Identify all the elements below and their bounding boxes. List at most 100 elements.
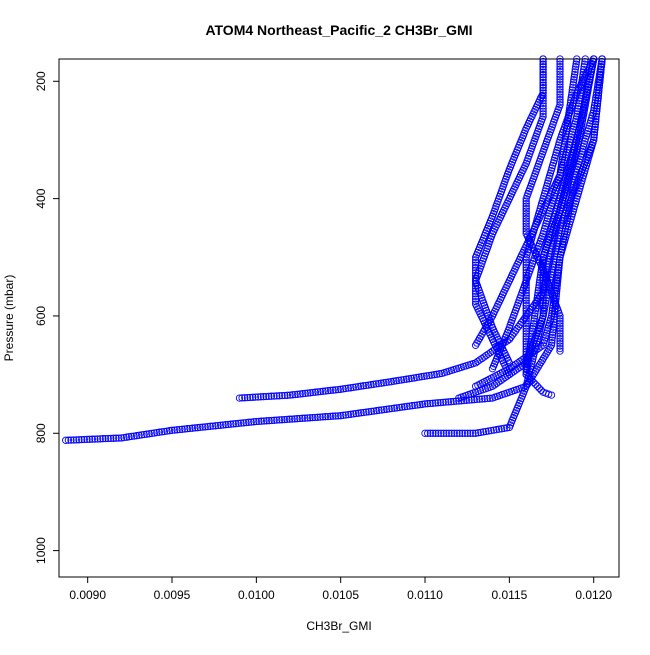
data-point bbox=[64, 436, 73, 444]
data-point bbox=[352, 409, 360, 418]
data-point bbox=[457, 397, 466, 405]
data-point bbox=[539, 76, 547, 84]
data-point bbox=[436, 398, 445, 407]
data-point bbox=[522, 205, 530, 213]
data-point bbox=[349, 410, 358, 418]
data-point bbox=[553, 271, 562, 279]
data-point bbox=[372, 407, 381, 415]
data-point bbox=[581, 57, 589, 66]
data-point bbox=[365, 408, 373, 416]
data-point bbox=[245, 418, 253, 426]
data-point bbox=[539, 105, 547, 113]
data-point bbox=[597, 63, 605, 71]
data-point bbox=[429, 399, 437, 407]
data-point bbox=[477, 428, 485, 437]
data-point bbox=[529, 319, 538, 328]
data-point bbox=[490, 426, 498, 434]
data-point bbox=[556, 332, 564, 340]
data-point bbox=[556, 339, 564, 348]
data-point bbox=[574, 142, 582, 151]
data-point bbox=[112, 434, 120, 442]
data-point bbox=[586, 73, 595, 81]
data-point bbox=[251, 393, 260, 401]
data-point bbox=[249, 393, 257, 401]
data-point bbox=[181, 425, 189, 433]
data-point bbox=[455, 397, 463, 405]
data-point bbox=[534, 289, 542, 297]
data-point bbox=[531, 380, 540, 389]
data-point bbox=[522, 322, 530, 330]
data-point bbox=[556, 73, 564, 81]
data-point bbox=[563, 119, 572, 128]
data-point bbox=[444, 398, 453, 406]
data-point bbox=[342, 411, 350, 419]
data-point bbox=[283, 391, 292, 399]
data-point bbox=[101, 434, 110, 443]
data-point bbox=[522, 312, 530, 320]
data-point bbox=[439, 398, 447, 407]
data-point bbox=[556, 60, 564, 68]
data-point bbox=[326, 386, 335, 395]
data-point bbox=[578, 117, 587, 125]
data-point bbox=[308, 413, 317, 422]
data-point bbox=[395, 376, 403, 385]
data-point bbox=[150, 429, 158, 437]
data-point bbox=[524, 360, 532, 369]
data-point bbox=[565, 109, 573, 117]
data-point bbox=[562, 127, 570, 135]
data-point bbox=[584, 83, 593, 91]
data-point bbox=[577, 86, 585, 95]
data-point bbox=[575, 99, 583, 108]
data-point bbox=[566, 99, 575, 107]
data-point bbox=[524, 358, 532, 366]
data-point bbox=[537, 386, 545, 394]
data-point bbox=[199, 423, 207, 431]
data-point bbox=[569, 81, 577, 89]
data-point bbox=[529, 325, 537, 333]
data-point bbox=[329, 386, 337, 394]
data-point bbox=[186, 424, 194, 433]
data-point bbox=[78, 435, 86, 444]
data-point bbox=[574, 102, 583, 110]
data-point bbox=[556, 327, 564, 335]
data-point bbox=[556, 78, 564, 86]
data-point bbox=[556, 334, 564, 343]
data-point bbox=[418, 373, 426, 381]
data-point bbox=[487, 426, 495, 435]
data-point bbox=[539, 68, 547, 76]
data-point bbox=[593, 99, 602, 108]
data-point bbox=[537, 268, 545, 277]
data-point bbox=[247, 418, 255, 426]
data-point bbox=[275, 416, 284, 424]
data-point bbox=[474, 429, 482, 437]
data-point bbox=[306, 414, 314, 422]
data-point bbox=[526, 345, 534, 353]
data-point bbox=[575, 137, 583, 146]
data-point bbox=[234, 419, 243, 428]
data-point bbox=[329, 412, 337, 420]
data-point bbox=[538, 261, 546, 269]
data-point bbox=[130, 432, 138, 440]
data-point bbox=[296, 390, 304, 398]
data-point bbox=[547, 312, 556, 320]
data-point bbox=[566, 104, 574, 112]
data-point bbox=[552, 279, 560, 287]
data-point bbox=[400, 403, 409, 411]
data-point bbox=[539, 256, 547, 264]
data-point bbox=[377, 406, 386, 414]
data-point bbox=[595, 84, 603, 92]
data-point bbox=[429, 429, 437, 437]
data-point bbox=[387, 378, 395, 386]
data-point bbox=[390, 404, 399, 412]
data-point bbox=[107, 434, 115, 443]
data-point bbox=[72, 436, 80, 444]
data-point bbox=[589, 57, 597, 66]
data-point bbox=[556, 171, 564, 179]
data-point bbox=[170, 426, 179, 434]
data-point bbox=[227, 420, 235, 428]
data-point bbox=[428, 371, 436, 379]
data-point bbox=[324, 412, 332, 421]
data-point bbox=[590, 133, 598, 141]
data-point bbox=[469, 429, 477, 437]
data-point bbox=[321, 413, 330, 421]
